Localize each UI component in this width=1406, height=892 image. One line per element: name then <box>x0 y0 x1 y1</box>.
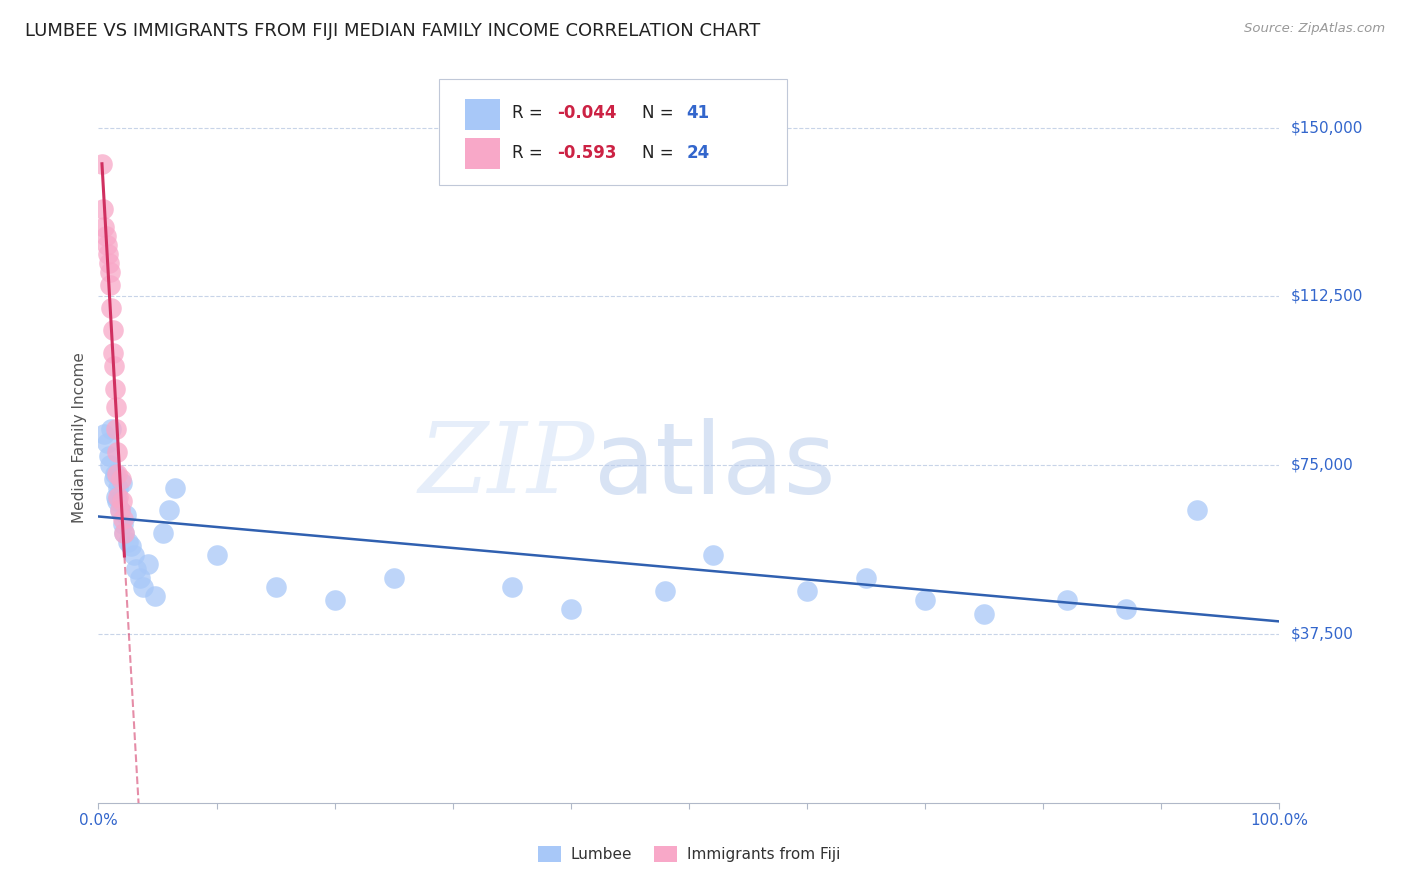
Point <box>98 278 121 293</box>
Point <box>105 422 128 436</box>
Point <box>112 516 135 531</box>
Point <box>108 503 131 517</box>
Point <box>112 512 135 526</box>
Point <box>111 494 134 508</box>
Point <box>101 323 124 337</box>
Point <box>100 422 122 436</box>
Point <box>93 426 115 441</box>
Point <box>94 228 117 243</box>
Text: N =: N = <box>641 104 679 122</box>
Point <box>111 476 134 491</box>
Point <box>103 472 125 486</box>
Point <box>152 525 174 540</box>
Point <box>1185 503 1208 517</box>
Point <box>654 584 676 599</box>
Point <box>96 435 118 450</box>
Point <box>98 458 121 473</box>
Point <box>114 508 136 522</box>
Point <box>323 593 346 607</box>
FancyBboxPatch shape <box>464 138 501 169</box>
Point <box>122 548 145 562</box>
Text: 24: 24 <box>686 144 710 161</box>
Point <box>112 525 135 540</box>
Point <box>105 494 128 508</box>
Text: 41: 41 <box>686 104 710 122</box>
Point <box>98 449 121 463</box>
Point <box>501 580 523 594</box>
Point <box>104 467 127 482</box>
Point <box>117 534 139 549</box>
Point <box>93 219 115 234</box>
Point <box>105 444 128 458</box>
Text: Source: ZipAtlas.com: Source: ZipAtlas.com <box>1244 22 1385 36</box>
Text: N =: N = <box>641 144 679 161</box>
Point <box>98 255 121 269</box>
Point <box>103 359 125 374</box>
Text: -0.044: -0.044 <box>557 104 616 122</box>
Point <box>128 571 150 585</box>
Point <box>143 589 166 603</box>
Point <box>1056 593 1078 607</box>
Text: $75,000: $75,000 <box>1291 458 1354 473</box>
Point <box>108 503 131 517</box>
Point <box>132 580 155 594</box>
Text: $112,500: $112,500 <box>1291 289 1362 304</box>
Text: LUMBEE VS IMMIGRANTS FROM FIJI MEDIAN FAMILY INCOME CORRELATION CHART: LUMBEE VS IMMIGRANTS FROM FIJI MEDIAN FA… <box>25 22 761 40</box>
Point <box>914 593 936 607</box>
Text: $37,500: $37,500 <box>1291 626 1354 641</box>
Point <box>205 548 228 562</box>
Point <box>98 265 121 279</box>
Point <box>107 490 129 504</box>
Text: R =: R = <box>512 104 548 122</box>
Point <box>112 525 135 540</box>
Point <box>702 548 724 562</box>
Text: R =: R = <box>512 144 548 161</box>
Point <box>796 584 818 599</box>
FancyBboxPatch shape <box>464 99 501 130</box>
Point <box>110 472 132 486</box>
Point <box>136 558 159 572</box>
FancyBboxPatch shape <box>439 78 787 185</box>
Point <box>382 571 405 585</box>
Y-axis label: Median Family Income: Median Family Income <box>72 351 87 523</box>
Point <box>96 237 118 252</box>
Point <box>157 503 180 517</box>
Legend: Lumbee, Immigrants from Fiji: Lumbee, Immigrants from Fiji <box>531 840 846 868</box>
Point <box>105 400 128 414</box>
Point <box>91 156 114 170</box>
Point <box>165 481 187 495</box>
Point <box>855 571 877 585</box>
Point <box>105 490 128 504</box>
Point <box>107 481 129 495</box>
Point <box>560 602 582 616</box>
Point <box>91 202 114 216</box>
Point <box>105 467 128 482</box>
Point <box>264 580 287 594</box>
Point <box>125 562 148 576</box>
Point <box>97 246 120 260</box>
Text: ZIP: ZIP <box>418 418 595 514</box>
Point <box>100 301 122 315</box>
Point <box>121 539 143 553</box>
Text: $150,000: $150,000 <box>1291 120 1362 135</box>
Point <box>101 345 124 359</box>
Point <box>973 607 995 621</box>
Text: -0.593: -0.593 <box>557 144 616 161</box>
Point <box>104 382 127 396</box>
Point <box>1115 602 1137 616</box>
Text: atlas: atlas <box>595 417 837 515</box>
